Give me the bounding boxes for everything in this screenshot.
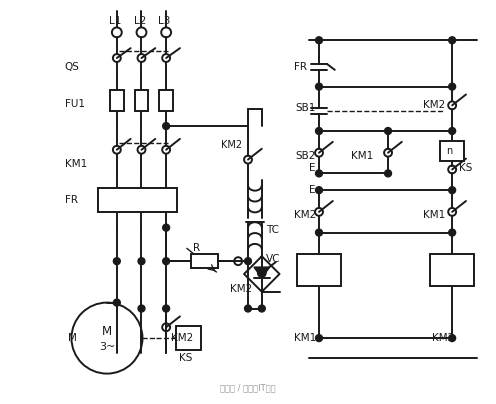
Circle shape — [245, 258, 251, 265]
Text: KM2: KM2 — [221, 140, 242, 150]
Text: SB1: SB1 — [295, 103, 316, 113]
Circle shape — [163, 305, 170, 312]
Text: KM1: KM1 — [64, 158, 87, 168]
Text: KM1: KM1 — [351, 151, 373, 161]
Text: M: M — [102, 325, 112, 338]
Bar — [110, 90, 124, 111]
Bar — [431, 254, 474, 286]
Circle shape — [315, 37, 322, 44]
Text: E: E — [309, 185, 315, 195]
Text: KM2: KM2 — [423, 100, 445, 110]
Circle shape — [315, 128, 322, 135]
Text: M: M — [67, 333, 76, 343]
Text: KM2: KM2 — [171, 333, 193, 343]
Text: FU1: FU1 — [64, 99, 84, 109]
Text: VC: VC — [266, 254, 280, 264]
Text: L2: L2 — [133, 15, 146, 25]
Bar — [297, 254, 341, 286]
Text: KM2: KM2 — [230, 284, 252, 294]
Bar — [176, 326, 201, 350]
Text: QS: QS — [64, 62, 79, 72]
Circle shape — [449, 335, 456, 341]
Circle shape — [138, 305, 145, 312]
Circle shape — [163, 224, 170, 231]
Bar — [191, 254, 218, 268]
Circle shape — [449, 229, 456, 236]
Bar — [159, 90, 173, 111]
Circle shape — [163, 258, 170, 265]
Text: L1: L1 — [109, 15, 122, 25]
Circle shape — [315, 229, 322, 236]
Text: n: n — [446, 146, 452, 156]
Text: KS: KS — [459, 164, 472, 173]
Text: FR: FR — [294, 62, 308, 72]
Circle shape — [315, 170, 322, 177]
Bar — [440, 141, 464, 160]
Bar — [98, 188, 177, 212]
Text: SB2: SB2 — [295, 151, 316, 161]
Circle shape — [315, 83, 322, 90]
Text: KS: KS — [179, 353, 192, 363]
Circle shape — [114, 258, 121, 265]
Circle shape — [138, 258, 145, 265]
Text: KM1: KM1 — [423, 210, 445, 220]
Text: TC: TC — [266, 225, 279, 235]
Circle shape — [114, 299, 121, 306]
Circle shape — [384, 170, 391, 177]
Text: R: R — [193, 243, 200, 253]
Text: L3: L3 — [158, 15, 171, 25]
Circle shape — [315, 187, 322, 194]
Text: 头条号 / 团龙会IT技术: 头条号 / 团龙会IT技术 — [220, 383, 276, 392]
Circle shape — [315, 335, 322, 341]
Circle shape — [163, 122, 170, 130]
Text: KM2: KM2 — [433, 333, 455, 343]
Circle shape — [258, 305, 265, 312]
Text: KM2: KM2 — [294, 210, 316, 220]
Polygon shape — [254, 267, 270, 278]
Bar — [134, 90, 148, 111]
Text: 3~: 3~ — [99, 342, 115, 352]
Circle shape — [245, 305, 251, 312]
Circle shape — [449, 128, 456, 135]
Text: FR: FR — [64, 195, 77, 205]
Circle shape — [449, 187, 456, 194]
Text: KM1: KM1 — [294, 333, 316, 343]
Text: E: E — [309, 164, 315, 173]
Circle shape — [384, 128, 391, 135]
Circle shape — [449, 83, 456, 90]
Circle shape — [449, 37, 456, 44]
